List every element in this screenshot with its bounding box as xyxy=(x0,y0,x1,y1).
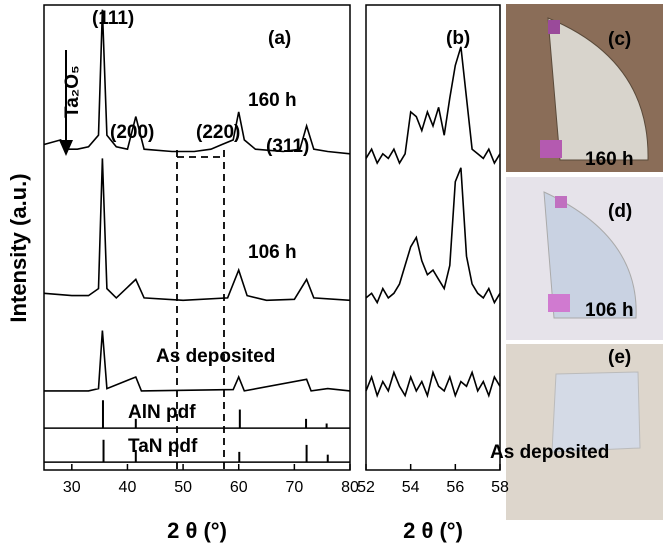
x-tick-label: 70 xyxy=(285,479,303,496)
x-tick-label: 52 xyxy=(357,479,375,496)
plot-frame xyxy=(365,4,501,471)
series-label: 160 h xyxy=(248,90,297,111)
zoom-marker xyxy=(176,150,225,470)
x-tick-label: 56 xyxy=(446,479,464,496)
x-axis-label: 2 θ (°) xyxy=(167,518,227,543)
panel-label: (b) xyxy=(446,28,470,49)
spectrum-line xyxy=(43,158,351,302)
spectrum-line xyxy=(365,369,501,399)
spectrum-line xyxy=(365,167,501,305)
photo-d xyxy=(506,177,663,340)
series-label: 106 h xyxy=(248,242,297,263)
x-axis-label: 2 θ (°) xyxy=(403,518,463,543)
photo-label: (c) xyxy=(608,29,631,50)
photo-caption: 160 h xyxy=(585,149,634,170)
panel-label: (a) xyxy=(268,28,291,49)
photo-caption: 106 h xyxy=(585,300,634,321)
y-axis-label: Intensity (a.u.) xyxy=(6,173,31,322)
photo-caption: As deposited xyxy=(490,442,609,463)
photo-label: (e) xyxy=(608,347,631,368)
x-tick-label: 50 xyxy=(174,479,192,496)
photo-label: (d) xyxy=(608,201,632,222)
reference-label: AlN pdf xyxy=(128,402,196,423)
phase-label: Ta₂O₅ xyxy=(62,65,83,118)
spectrum-line xyxy=(365,46,501,165)
x-tick-label: 58 xyxy=(491,479,509,496)
peak-label: (111) xyxy=(92,8,134,29)
peak-label: (220) xyxy=(196,122,240,143)
x-tick-label: 40 xyxy=(119,479,137,496)
photo-c xyxy=(506,4,663,172)
spectrum-line xyxy=(44,330,351,392)
series-label: As deposited xyxy=(156,346,275,367)
x-tick-label: 30 xyxy=(63,479,81,496)
photo-e xyxy=(506,344,663,520)
x-tick-label: 60 xyxy=(230,479,248,496)
x-tick-label: 80 xyxy=(341,479,359,496)
spectrum-line xyxy=(43,9,351,155)
plot-frame xyxy=(43,4,351,471)
reference-label: TaN pdf xyxy=(128,436,198,457)
x-tick-label: 54 xyxy=(402,479,420,496)
